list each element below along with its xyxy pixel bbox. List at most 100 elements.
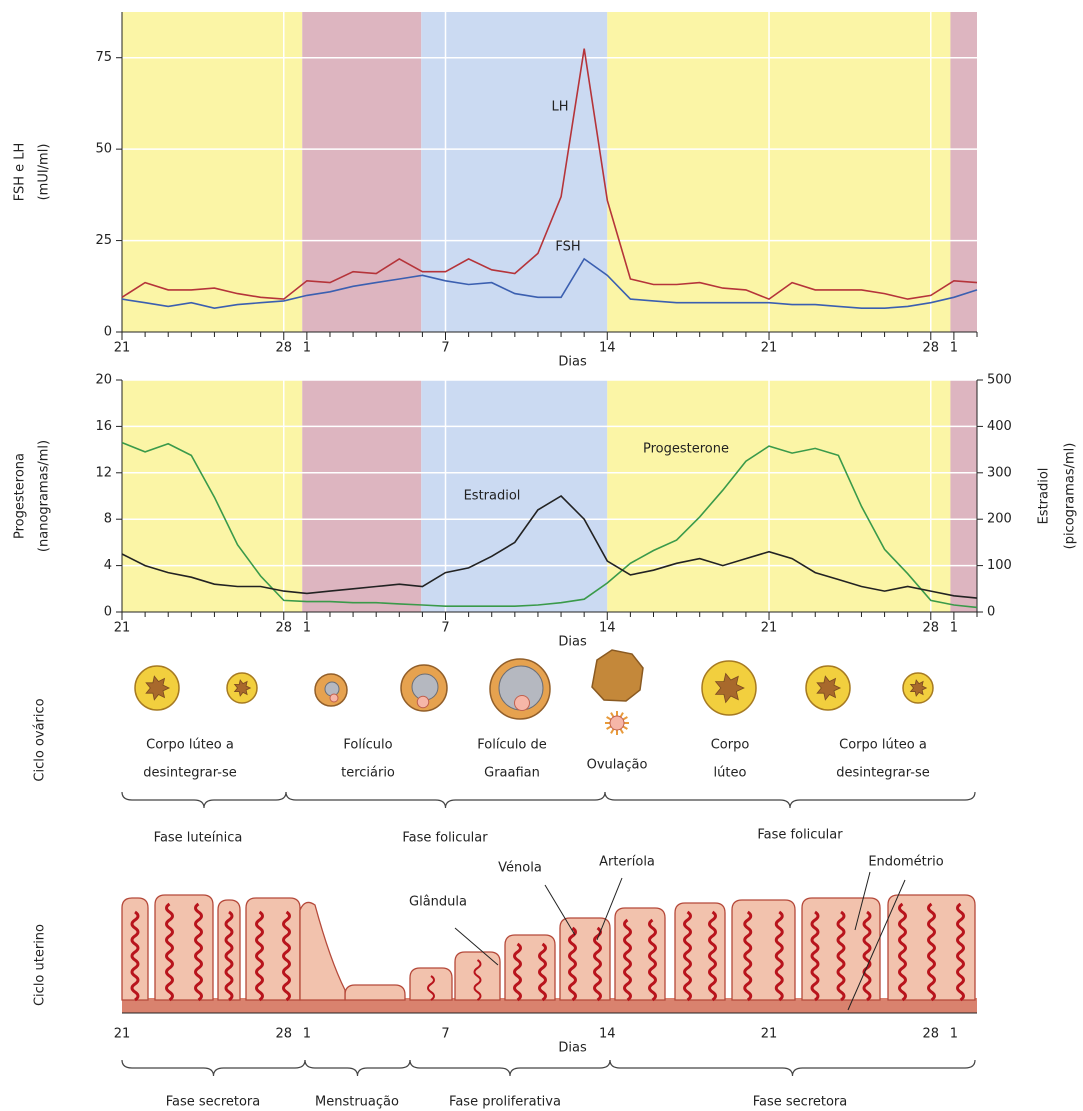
endometrium [155, 895, 213, 1000]
y2-axis-title: (picogramas/ml) [1063, 443, 1078, 550]
y-tick-label: 4 [104, 558, 112, 573]
phase-band [950, 12, 977, 332]
y-tick-label: 25 [95, 233, 112, 248]
y-tick-label: 16 [95, 419, 112, 434]
structure-label: Glândula [409, 895, 467, 910]
ovum [610, 716, 624, 730]
y-tick-label: 0 [104, 605, 112, 620]
brace [605, 792, 975, 808]
corona [607, 727, 611, 730]
y2-tick-label: 300 [987, 465, 1012, 480]
stage-label: Folículo de [477, 738, 547, 753]
x-tick-label: 7 [441, 341, 449, 356]
ruptured-follicle [592, 650, 643, 701]
ovarian-cycle: Ciclo ovárico Corpo lúteo adesintegrar-s… [33, 650, 976, 846]
x-tick-label: 1 [303, 341, 311, 356]
x-tick-label: 28 [923, 341, 940, 356]
x-tick-label: 14 [599, 1027, 616, 1042]
series-label: FSH [555, 240, 580, 255]
y-axis-title: Progesterona [13, 453, 28, 539]
phase-band [950, 380, 977, 612]
endometrium [505, 935, 555, 1000]
stage-label: desintegrar-se [836, 766, 930, 781]
brace [410, 1060, 610, 1076]
stage-label: Folículo [343, 738, 392, 753]
phase-label: Fase secretora [753, 1095, 848, 1110]
x-axis-title: Dias [558, 1041, 587, 1056]
series-label: Estradiol [464, 489, 521, 504]
phase-label: Fase folicular [402, 831, 488, 846]
structure-label: Vénola [498, 861, 542, 876]
y-tick-label: 75 [95, 50, 112, 65]
phase-label: Fase luteínica [154, 831, 243, 846]
stage-label: Graafian [484, 766, 540, 781]
endometrium [560, 918, 610, 1000]
phase-label: Menstruação [315, 1095, 399, 1110]
phase-band [122, 380, 302, 612]
brace [122, 792, 286, 808]
phase-label: Fase folicular [757, 828, 843, 843]
shedding-layer [300, 902, 345, 1000]
x-tick-label: 21 [761, 1027, 778, 1042]
series-label: Progesterone [643, 442, 729, 457]
corona [621, 729, 624, 733]
x-tick-label: 21 [114, 621, 131, 636]
corona [623, 717, 627, 720]
x-tick-label: 14 [599, 621, 616, 636]
stage-label: terciário [341, 766, 395, 781]
x-tick-label: 28 [275, 1027, 292, 1042]
corona [607, 717, 611, 720]
series-label: LH [551, 100, 568, 115]
x-axis-title: Dias [558, 355, 587, 370]
x-tick-label: 21 [114, 1027, 131, 1042]
stage-label: Ovulação [587, 758, 648, 773]
stage-label: Corpo [711, 738, 750, 753]
brace [305, 1060, 410, 1076]
oocyte [330, 694, 338, 702]
y-tick-label: 20 [95, 373, 112, 388]
endometrium [615, 908, 665, 1000]
x-tick-label: 7 [441, 1027, 449, 1042]
phase-band [421, 12, 607, 332]
y2-tick-label: 0 [987, 605, 995, 620]
y2-axis-title: Estradiol [1037, 468, 1052, 525]
x-tick-label: 21 [114, 341, 131, 356]
y-tick-label: 50 [95, 142, 112, 157]
stage-label: desintegrar-se [143, 766, 237, 781]
y-tick-label: 0 [104, 325, 112, 340]
y-tick-label: 8 [104, 512, 112, 527]
brace [286, 792, 605, 808]
endometrium [732, 900, 795, 1000]
phase-band [607, 380, 950, 612]
endometrium [345, 985, 405, 1000]
x-tick-label: 1 [950, 1027, 958, 1042]
corona [611, 729, 614, 733]
x-tick-label: 28 [923, 621, 940, 636]
x-tick-label: 1 [303, 1027, 311, 1042]
figure: 02550752128171421281DiasFSH e LH(mUI/ml)… [0, 0, 1083, 1111]
y-axis-title: FSH e LH [13, 143, 28, 202]
corona [611, 713, 614, 717]
corona [621, 713, 624, 717]
stage-label: Corpo lúteo a [839, 738, 927, 753]
x-axis-title: Dias [558, 635, 587, 650]
antrum [325, 682, 339, 696]
x-tick-label: 21 [761, 341, 778, 356]
x-tick-label: 1 [950, 341, 958, 356]
structure-label: Arteríola [599, 855, 655, 870]
x-tick-label: 7 [441, 621, 449, 636]
x-tick-label: 28 [275, 341, 292, 356]
phase-band [302, 380, 421, 612]
y2-tick-label: 500 [987, 373, 1012, 388]
corona [623, 727, 627, 730]
x-tick-label: 28 [275, 621, 292, 636]
brace [610, 1060, 975, 1076]
y-axis-title: (mUI/ml) [37, 144, 52, 201]
stage-label: Corpo lúteo a [146, 738, 234, 753]
y-tick-label: 12 [95, 465, 112, 480]
y2-tick-label: 200 [987, 512, 1012, 527]
y2-tick-label: 400 [987, 419, 1012, 434]
x-tick-label: 1 [303, 621, 311, 636]
